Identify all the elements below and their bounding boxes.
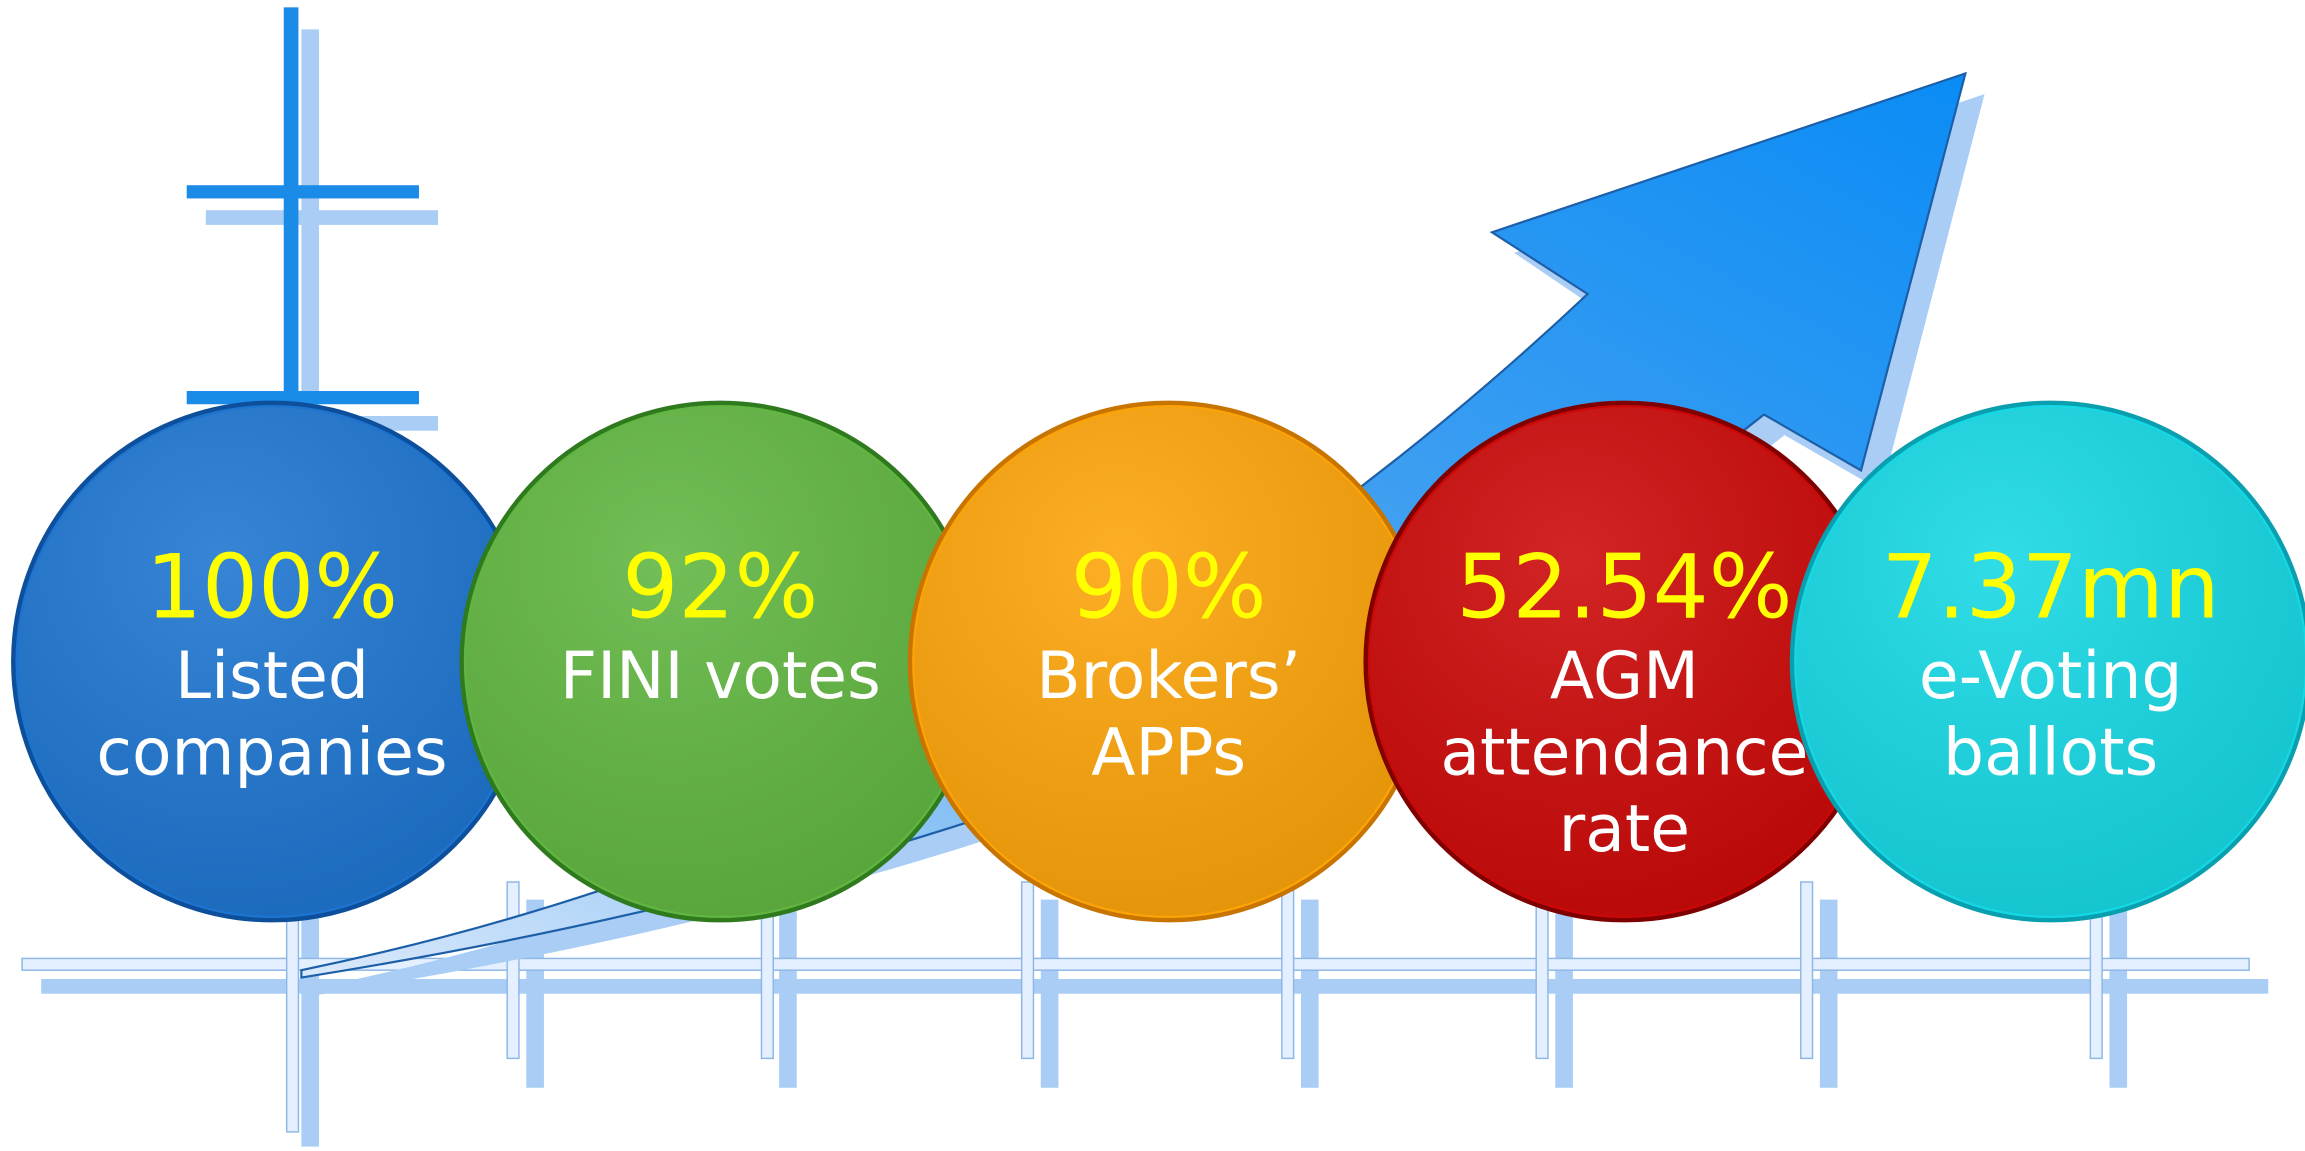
stat-value: 100% — [146, 535, 398, 638]
stat-circle-shade — [17, 407, 527, 916]
grid-front — [186, 7, 419, 405]
stat-item: 92%FINI votes — [459, 400, 982, 923]
stat-label: Brokers’ — [1036, 639, 1301, 714]
stat-label: APPs — [1091, 716, 1246, 791]
stat-value: 92% — [622, 535, 818, 638]
stat-value: 52.54% — [1456, 535, 1792, 638]
stat-item: 90%Brokers’APPs — [907, 400, 1430, 923]
stat-label: companies — [96, 716, 447, 791]
stat-label: Listed — [175, 639, 369, 714]
stat-circle-shade — [1796, 407, 2305, 916]
stat-label: AGM — [1550, 639, 1699, 714]
stat-label: ballots — [1943, 716, 2158, 791]
stat-circle-shade — [914, 407, 1423, 916]
stat-value: 90% — [1071, 535, 1267, 638]
stat-value: 7.37mn — [1882, 535, 2220, 638]
stat-label: e-Voting — [1919, 639, 2182, 714]
stat-circle-shade — [1370, 407, 1879, 916]
stat-label: FINI votes — [560, 639, 881, 714]
stat-label: rate — [1559, 792, 1690, 867]
stat-circle-shade — [466, 407, 975, 916]
stat-label: attendance — [1440, 716, 1808, 791]
